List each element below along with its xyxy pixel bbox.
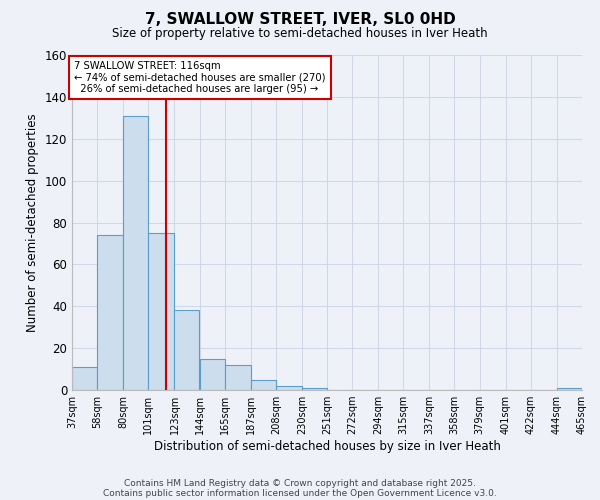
Bar [123, 116, 148, 390]
Bar [557, 388, 582, 390]
Bar [224, 365, 251, 390]
Bar [302, 388, 327, 390]
X-axis label: Distribution of semi-detached houses by size in Iver Heath: Distribution of semi-detached houses by … [154, 440, 500, 453]
Bar [148, 233, 175, 390]
Text: Contains HM Land Registry data © Crown copyright and database right 2025.: Contains HM Land Registry data © Crown c… [124, 478, 476, 488]
Bar [175, 310, 199, 390]
Y-axis label: Number of semi-detached properties: Number of semi-detached properties [26, 113, 39, 332]
Bar [72, 367, 97, 390]
Text: Contains public sector information licensed under the Open Government Licence v3: Contains public sector information licen… [103, 488, 497, 498]
Bar [276, 386, 302, 390]
Text: 7 SWALLOW STREET: 116sqm
← 74% of semi-detached houses are smaller (270)
  26% o: 7 SWALLOW STREET: 116sqm ← 74% of semi-d… [74, 62, 326, 94]
Text: Size of property relative to semi-detached houses in Iver Heath: Size of property relative to semi-detach… [112, 28, 488, 40]
Bar [251, 380, 276, 390]
Bar [199, 358, 224, 390]
Bar [97, 235, 123, 390]
Text: 7, SWALLOW STREET, IVER, SL0 0HD: 7, SWALLOW STREET, IVER, SL0 0HD [145, 12, 455, 28]
